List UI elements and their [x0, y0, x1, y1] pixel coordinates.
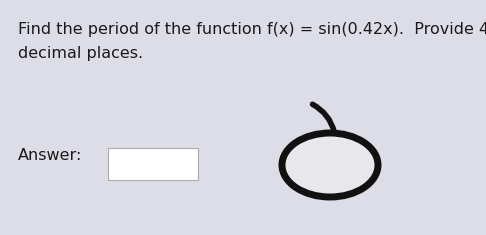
FancyBboxPatch shape	[108, 148, 198, 180]
Text: decimal places.: decimal places.	[18, 46, 143, 61]
Ellipse shape	[282, 133, 378, 197]
Text: Find the period of the function f(x) = sin(0.42x).  Provide 4: Find the period of the function f(x) = s…	[18, 22, 486, 37]
Text: Answer:: Answer:	[18, 148, 82, 162]
